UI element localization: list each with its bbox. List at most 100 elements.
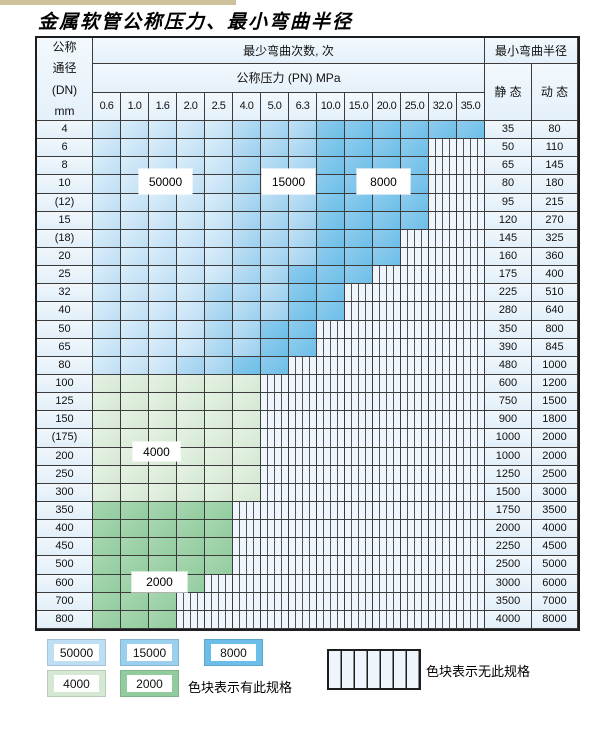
static-value: 1750 (485, 501, 532, 521)
zone-cell-n (401, 556, 429, 575)
pressure-column-header: 25.0 (401, 93, 429, 121)
zone-cell-n (345, 356, 373, 375)
zone-cell-b3 (373, 193, 401, 212)
pressure-header: 公称压力 (PN) MPa (93, 64, 485, 93)
static-value: 175 (485, 266, 532, 285)
zone-cell-n (373, 465, 401, 484)
zone-cell-b3 (317, 121, 345, 140)
zone-cell-g2 (121, 538, 149, 557)
zone-cell-b3 (233, 356, 261, 375)
zone-label-4000: 4000 (133, 442, 180, 461)
static-value: 95 (485, 193, 532, 212)
dynamic-value: 1200 (532, 374, 578, 394)
top-edge-strip (0, 0, 236, 5)
dynamic-value: 7000 (532, 592, 578, 611)
zone-cell-n (457, 175, 485, 194)
static-value: 65 (485, 157, 532, 176)
zone-cell-n (429, 266, 457, 285)
zone-cell-b1 (121, 193, 149, 212)
dynamic-value: 4000 (532, 520, 578, 539)
zone-cell-b3 (373, 121, 401, 140)
zone-cell-n (289, 465, 317, 484)
zone-cell-n (373, 266, 401, 285)
row-label-dn: 40 (37, 302, 93, 321)
zone-cell-b1 (177, 266, 205, 285)
zone-cell-n (289, 592, 317, 611)
zone-cell-b2 (233, 121, 261, 140)
zone-cell-n (457, 556, 485, 575)
static-value: 390 (485, 338, 532, 357)
zone-cell-b2 (289, 211, 317, 230)
zone-cell-n (457, 266, 485, 285)
zone-cell-n (373, 538, 401, 557)
zone-cell-b3 (317, 266, 345, 285)
zone-cell-n (429, 592, 457, 611)
dn-header-line: 通径 (52, 61, 77, 76)
zone-cell-b1 (205, 229, 233, 248)
static-value: 80 (485, 175, 532, 194)
zone-cell-n (373, 447, 401, 466)
zone-cell-b2 (233, 320, 261, 339)
zone-cell-b2 (289, 121, 317, 140)
row-label-dn: 300 (37, 483, 93, 502)
zone-cell-n (261, 393, 289, 412)
radius-header: 最小弯曲半径 (485, 38, 578, 64)
row-label-dn: 250 (37, 465, 93, 484)
zone-cell-g2 (121, 610, 149, 629)
zone-cell-b1 (121, 247, 149, 267)
zone-cell-b1 (149, 229, 177, 248)
zone-cell-b2 (261, 229, 289, 248)
legend-swatch-4000-label: 4000 (54, 675, 99, 692)
dynamic-value: 845 (532, 338, 578, 357)
zone-cell-n (401, 393, 429, 412)
zone-cell-n (233, 574, 261, 593)
zone-cell-n (429, 229, 457, 248)
row-label-dn: 150 (37, 411, 93, 430)
zone-cell-b2 (205, 284, 233, 303)
dynamic-value: 6000 (532, 574, 578, 593)
zone-cell-n (429, 157, 457, 176)
zone-cell-g2 (177, 520, 205, 539)
zone-cell-b2 (233, 229, 261, 248)
zone-cell-n (289, 356, 317, 375)
zone-cell-b3 (457, 121, 485, 140)
zone-cell-n (401, 266, 429, 285)
zone-cell-n (457, 501, 485, 521)
zone-cell-b1 (93, 211, 121, 230)
zone-cell-b1 (93, 338, 121, 357)
zone-cell-b1 (177, 320, 205, 339)
zone-cell-b2 (233, 175, 261, 194)
zone-cell-b3 (345, 229, 373, 248)
legend-swatch-8000-label: 8000 (211, 644, 256, 661)
zone-cell-n (373, 302, 401, 321)
zone-cell-n (373, 338, 401, 357)
zone-cell-n (345, 302, 373, 321)
zone-cell-g2 (93, 610, 121, 629)
zone-cell-b1 (149, 266, 177, 285)
zone-cell-n (401, 610, 429, 629)
zone-cell-n (261, 465, 289, 484)
zone-cell-n (345, 483, 373, 502)
dn-header-line: mm (54, 103, 75, 118)
zone-cell-g1 (121, 411, 149, 430)
zone-cell-n (317, 465, 345, 484)
zone-cell-b3 (317, 229, 345, 248)
zone-cell-n (373, 411, 401, 430)
cycles-header: 最少弯曲次数, 次 (93, 38, 485, 64)
page-title: 金属软管公称压力、最小弯曲半径 (38, 11, 354, 33)
zone-cell-b2 (261, 139, 289, 158)
zone-cell-n (429, 302, 457, 321)
zone-cell-b3 (289, 320, 317, 339)
zone-cell-b1 (93, 139, 121, 158)
zone-cell-b3 (317, 302, 345, 321)
zone-cell-g1 (233, 411, 261, 430)
static-value: 1500 (485, 483, 532, 502)
zone-cell-g2 (121, 520, 149, 539)
zone-cell-n (345, 610, 373, 629)
zone-cell-n (317, 592, 345, 611)
zone-cell-b3 (373, 247, 401, 267)
zone-cell-g1 (121, 483, 149, 502)
pressure-column-header: 1.6 (149, 93, 177, 121)
zone-cell-b3 (317, 247, 345, 267)
